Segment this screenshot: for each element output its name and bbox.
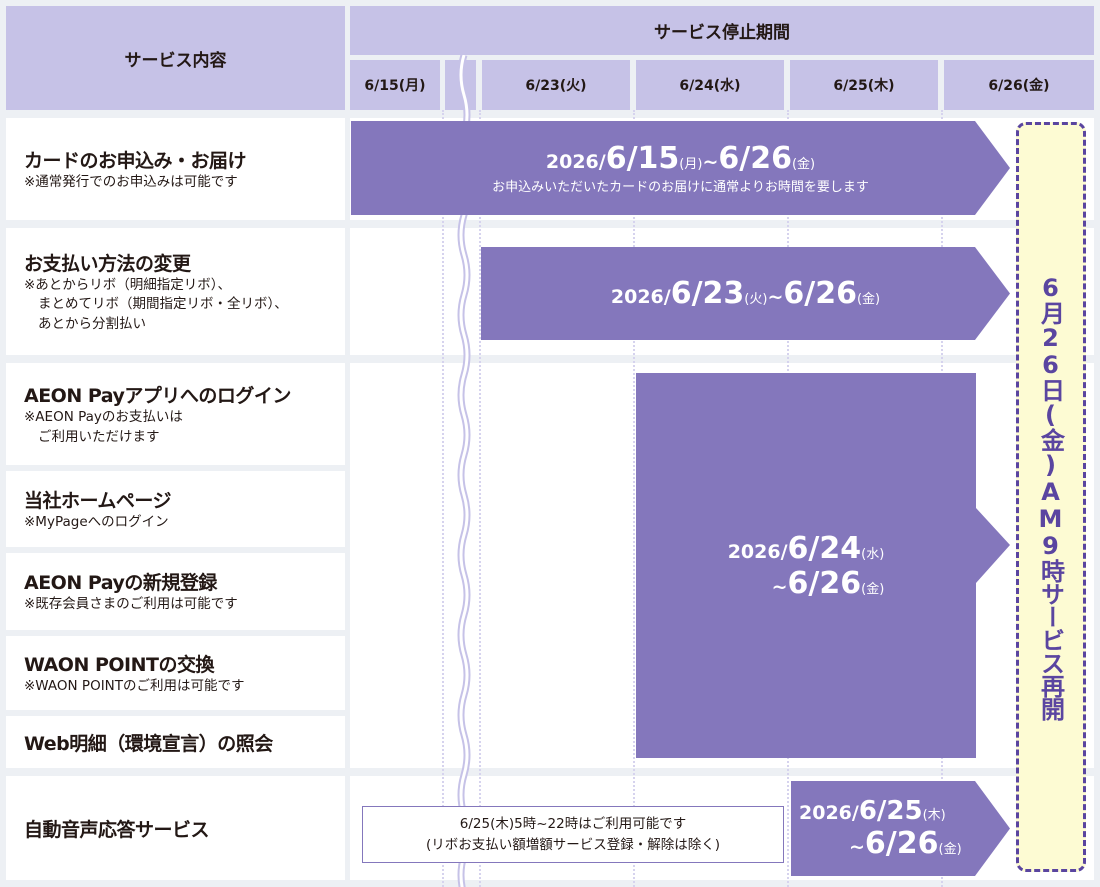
date-header: 6/25(木) (790, 60, 938, 110)
row-title: WAON POINTの交換 (24, 653, 215, 676)
row-waon-point: WAON POINTの交換 ※WAON POINTのご利用は可能です (6, 636, 345, 710)
row-homepage: 当社ホームページ ※MyPageへのログイン (6, 471, 345, 547)
row-web-statement: Web明細（環境宣言）の照会 (6, 716, 345, 768)
date-header: 6/23(火) (482, 60, 630, 110)
outage-bar-payment: 2026/6/23(火)~6/26(金) (481, 247, 1010, 340)
row-title: 当社ホームページ (24, 489, 172, 512)
row-title: AEON Payの新規登録 (24, 572, 217, 595)
grid-line (479, 110, 481, 887)
row-note: ※WAON POINTのご利用は可能です (24, 677, 245, 694)
row-note: ※既存会員さまのご利用は可能です (24, 596, 238, 613)
row-title: 自動音声応答サービス (24, 818, 210, 841)
service-resume-box: 6月26日(金)AM9時サービス再開 (1016, 122, 1086, 872)
row-title: お支払い方法の変更 (24, 252, 191, 275)
row-aeon-pay-login: AEON Payアプリへのログイン ※AEON Payのお支払いは ご利用いただ… (6, 363, 345, 465)
row-voice-response: 自動音声応答サービス (6, 776, 345, 880)
grid-line (442, 110, 444, 887)
header-service: サービス内容 (6, 6, 345, 110)
row-title: カードのお申込み・お届け (24, 149, 247, 172)
row-card-application: カードのお申込み・お届け ※通常発行でのお申込みは可能です (6, 118, 345, 220)
outage-bar-card: 2026/6/15(月)~6/26(金) お申込みいただいたカードのお届けに通常… (351, 121, 1010, 215)
grid-line (633, 110, 635, 887)
row-title: Web明細（環境宣言）の照会 (24, 732, 273, 755)
row-note: ※あとからリボ（明細指定リボ）、 (24, 276, 232, 293)
row-note: ※通常発行でのお申込みは可能です (24, 173, 238, 190)
outage-bar-online: 2026/6/24(水) ~6/26(金) (636, 373, 1010, 758)
row-payment-method: お支払い方法の変更 ※あとからリボ（明細指定リボ）、 まとめてリボ（期間指定リボ… (6, 228, 345, 355)
availability-note: 6/25(木)5時~22時はご利用可能です (リボお支払い額増額サービス登録・解除… (362, 806, 784, 863)
row-note: ※MyPageへのログイン (24, 513, 169, 530)
outage-bar-voice: 2026/6/25(木) ~6/26(金) (791, 781, 1010, 876)
row-note: ご利用いただけます (38, 428, 160, 445)
bar-subtext: お申込みいただいたカードのお届けに通常よりお時間を要します (492, 180, 869, 195)
header-period: サービス停止期間 (350, 6, 1094, 55)
row-aeon-pay-registration: AEON Payの新規登録 ※既存会員さまのご利用は可能です (6, 553, 345, 630)
date-header: 6/24(水) (636, 60, 784, 110)
row-note: まとめてリボ（期間指定リボ・全リボ）、 (38, 296, 288, 313)
service-resume-text: 6月26日(金)AM9時サービス再開 (1036, 274, 1065, 720)
row-note: あとから分割払い (38, 315, 146, 332)
row-title: AEON Payアプリへのログイン (24, 384, 291, 407)
date-header: 6/15(月) (350, 60, 440, 110)
date-header: 6/26(金) (944, 60, 1094, 110)
row-note: ※AEON Payのお支払いは (24, 408, 183, 425)
